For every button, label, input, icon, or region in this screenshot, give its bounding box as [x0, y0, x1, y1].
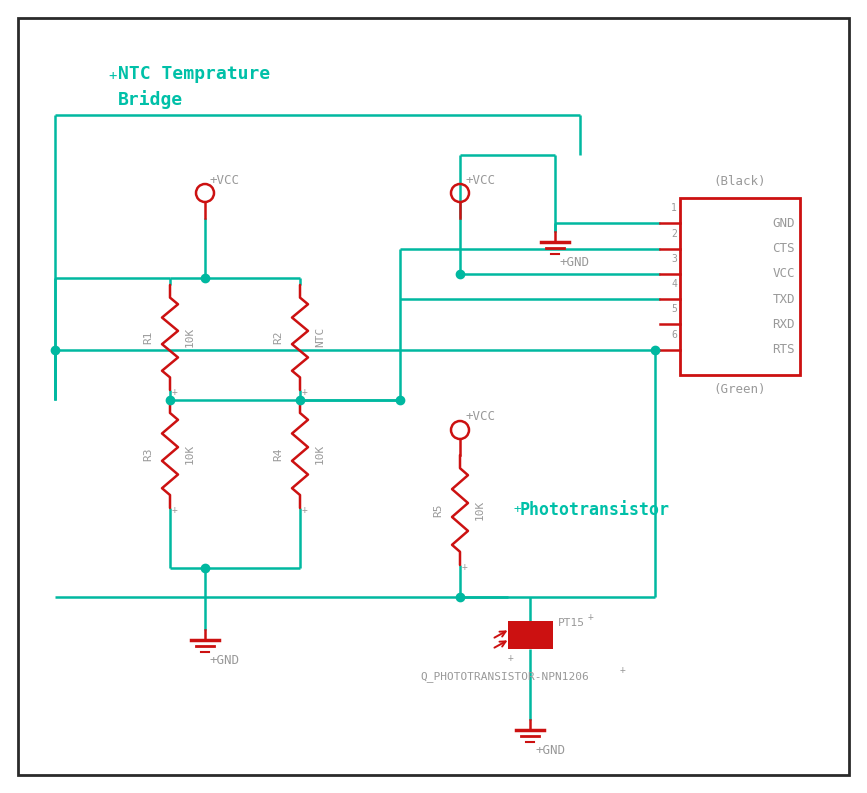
Text: +: + [588, 612, 594, 622]
Text: +: + [172, 387, 178, 397]
Text: 10K: 10K [185, 444, 195, 464]
Text: +: + [514, 503, 521, 516]
Text: RTS: RTS [772, 343, 795, 356]
Text: R3: R3 [143, 447, 153, 461]
Text: 4: 4 [671, 279, 677, 289]
Text: +: + [108, 69, 116, 83]
Text: 6: 6 [671, 330, 677, 339]
Text: Q_PHOTOTRANSISTOR-NPN1206: Q_PHOTOTRANSISTOR-NPN1206 [420, 672, 589, 683]
Text: 5: 5 [671, 305, 677, 315]
Text: CTS: CTS [772, 242, 795, 255]
Text: (Black): (Black) [714, 175, 766, 188]
Text: +GND: +GND [210, 653, 240, 666]
Text: 10K: 10K [475, 500, 485, 520]
Text: NTC Temprature
Bridge: NTC Temprature Bridge [118, 65, 271, 109]
Text: VCC: VCC [772, 267, 795, 281]
Text: +GND: +GND [560, 255, 590, 269]
Text: +: + [620, 665, 626, 675]
Text: +: + [302, 505, 308, 515]
Text: GND: GND [772, 216, 795, 230]
Text: Phototransistor: Phototransistor [520, 501, 670, 519]
Text: R4: R4 [273, 447, 283, 461]
Text: NTC: NTC [315, 327, 325, 347]
Text: 2: 2 [671, 228, 677, 239]
Text: +: + [302, 387, 308, 397]
Text: R1: R1 [143, 330, 153, 343]
Text: 3: 3 [671, 254, 677, 264]
Text: +: + [462, 562, 468, 572]
Text: R2: R2 [273, 330, 283, 343]
Text: RXD: RXD [772, 318, 795, 331]
Text: +VCC: +VCC [465, 411, 495, 423]
Text: PT15: PT15 [558, 618, 585, 628]
Text: +VCC: +VCC [210, 174, 240, 186]
Bar [680, 198, 800, 375]
Text: +GND: +GND [535, 744, 565, 757]
Text: R5: R5 [433, 504, 443, 517]
Text: +: + [172, 505, 178, 515]
Text: 1: 1 [671, 203, 677, 213]
Text: +: + [508, 653, 514, 663]
Bar [508, 621, 553, 649]
Text: TXD: TXD [772, 293, 795, 305]
Text: 10K: 10K [315, 444, 325, 464]
Text: (Green): (Green) [714, 383, 766, 396]
Text: +VCC: +VCC [465, 174, 495, 186]
Text: 10K: 10K [185, 327, 195, 347]
